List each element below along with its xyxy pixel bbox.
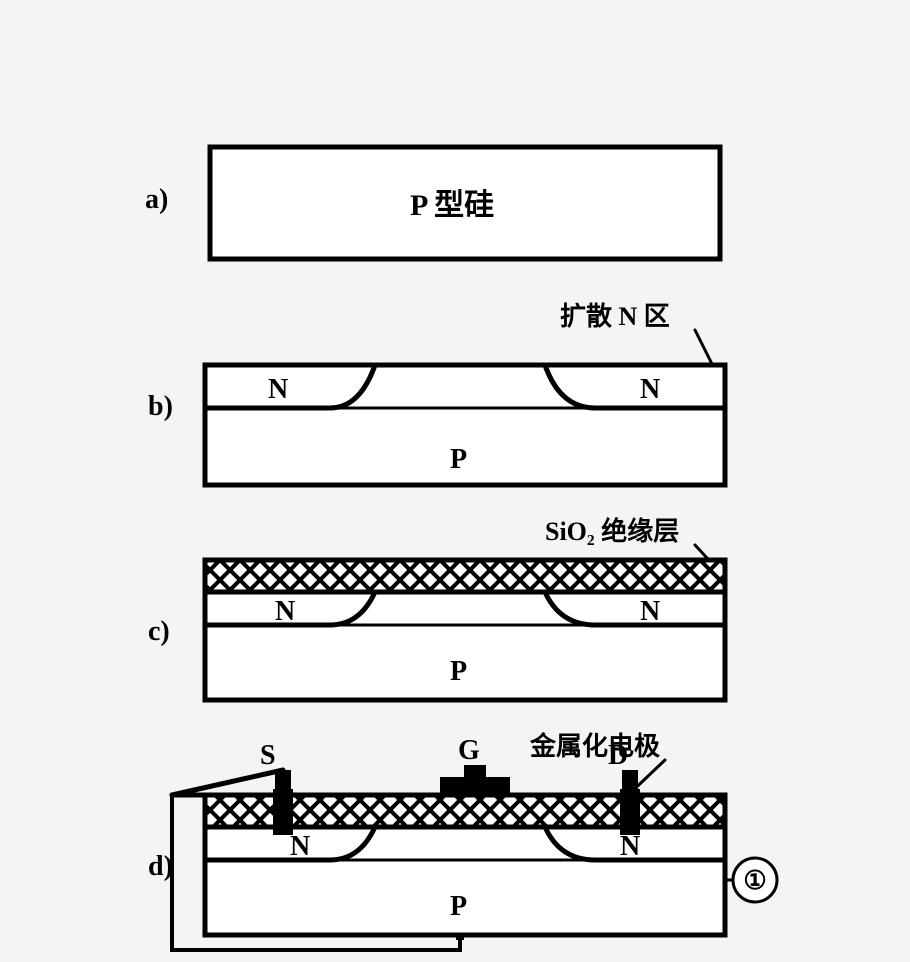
svg-text:b): b) — [148, 391, 173, 422]
svg-text:N: N — [290, 831, 310, 862]
panel-c-oxide — [205, 560, 725, 592]
svg-text:G: G — [458, 735, 480, 766]
svg-text:S: S — [260, 740, 276, 771]
svg-text:N: N — [275, 596, 295, 627]
svg-text:①: ① — [743, 866, 766, 895]
svg-text:N: N — [640, 596, 660, 627]
electrode-d — [620, 789, 640, 835]
svg-text:P 型硅: P 型硅 — [410, 189, 494, 222]
svg-text:SiO₂ 绝缘层: SiO₂ 绝缘层 — [545, 516, 679, 546]
svg-text:a): a) — [145, 184, 168, 215]
svg-text:金属化电极: 金属化电极 — [529, 731, 661, 761]
svg-text:N: N — [268, 374, 288, 405]
svg-text:扩散 N 区: 扩散 N 区 — [560, 302, 670, 331]
electrode-g — [440, 777, 510, 795]
svg-text:d): d) — [148, 851, 173, 882]
svg-text:P: P — [450, 656, 467, 687]
svg-text:P: P — [450, 891, 467, 922]
svg-text:D: D — [608, 740, 628, 771]
svg-text:N: N — [620, 831, 640, 862]
svg-text:c): c) — [148, 616, 170, 647]
svg-text:N: N — [640, 374, 660, 405]
mosfet-process-diagram: a) P 型硅 b) 扩散 N 区 N N Pc) SiO₂ 绝缘层 N N Pd) 金属化电极 N N P… — [0, 0, 910, 962]
svg-text:P: P — [450, 444, 467, 475]
